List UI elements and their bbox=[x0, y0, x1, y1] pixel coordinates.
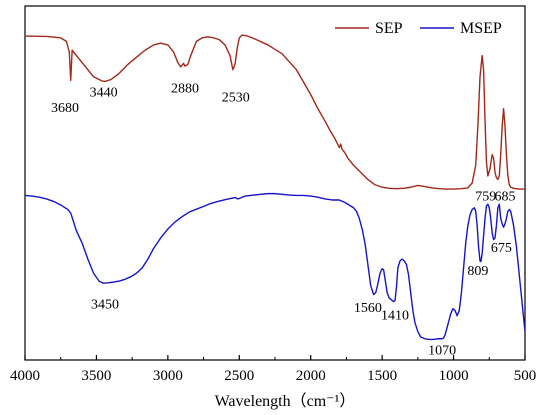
peak-label: 675 bbox=[491, 241, 512, 256]
peak-label: 685 bbox=[495, 190, 516, 205]
series-line-msep bbox=[24, 192, 526, 341]
x-axis-tick-labels: 4000 3500 3000 2500 2000 1500 1000 500 bbox=[10, 368, 536, 384]
series-line-sep bbox=[24, 34, 525, 190]
spectra bbox=[24, 34, 526, 341]
legend: SEP MSEP bbox=[335, 20, 502, 37]
peak-label: 3440 bbox=[90, 85, 118, 100]
x-tick-label: 500 bbox=[514, 368, 537, 384]
peak-label: 1410 bbox=[381, 308, 409, 323]
peak-label: 759 bbox=[475, 190, 496, 205]
x-tick-label: 1500 bbox=[367, 368, 397, 384]
x-axis-title: Wavelength（cm⁻¹） bbox=[215, 392, 356, 410]
peak-label: 3680 bbox=[51, 101, 79, 116]
peak-label: 1070 bbox=[428, 344, 456, 359]
x-tick-label: 2500 bbox=[224, 368, 254, 384]
peak-label: 1560 bbox=[354, 301, 382, 316]
x-axis-ticks bbox=[24, 355, 526, 360]
peak-label: 3450 bbox=[91, 298, 119, 313]
peak-label: 2880 bbox=[171, 82, 199, 97]
x-tick-label: 3000 bbox=[153, 368, 183, 384]
x-tick-label: 4000 bbox=[10, 368, 40, 384]
legend-label-msep: MSEP bbox=[460, 20, 502, 37]
x-tick-label: 2000 bbox=[296, 368, 326, 384]
peak-label: 809 bbox=[467, 264, 488, 279]
x-tick-label: 1000 bbox=[439, 368, 469, 384]
peak-label: 2530 bbox=[222, 91, 250, 106]
legend-label-sep: SEP bbox=[375, 20, 403, 37]
x-tick-label: 3500 bbox=[81, 368, 111, 384]
